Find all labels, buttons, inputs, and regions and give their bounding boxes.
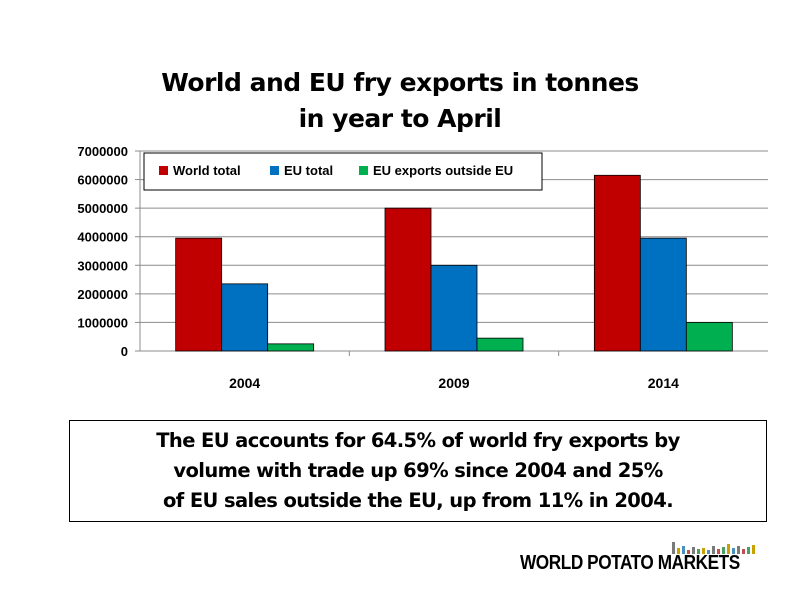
bar	[175, 237, 223, 352]
bar	[430, 264, 478, 352]
bar	[685, 322, 733, 352]
brand-logo: WORLD POTATO MARKETS	[520, 540, 770, 580]
bar	[593, 174, 641, 352]
summary-note-box: The EU accounts for 64.5% of world fry e…	[69, 420, 767, 522]
legend-swatch	[270, 166, 279, 175]
legend-swatch	[359, 166, 368, 175]
y-tick-label: 7000000	[77, 144, 128, 159]
chart-title-line1: World and EU fry exports in tonnes	[161, 68, 639, 97]
summary-note-line3: of EU sales outside the EU, up from 11% …	[162, 489, 674, 512]
bar	[639, 237, 687, 352]
y-tick-label: 4000000	[77, 230, 128, 245]
legend-label: EU exports outside EU	[373, 163, 513, 178]
y-tick-label: 5000000	[77, 201, 128, 216]
bar	[476, 337, 524, 352]
bar	[267, 343, 315, 352]
summary-note-line2: volume with trade up 69% since 2004 and …	[173, 459, 663, 482]
x-tick-label: 2004	[229, 375, 260, 391]
y-tick-label: 2000000	[77, 287, 128, 302]
bar-chart-logo-icon	[672, 542, 755, 554]
y-tick-label: 1000000	[77, 315, 128, 330]
y-tick-label: 0	[121, 344, 128, 359]
legend-label: World total	[173, 163, 241, 178]
legend-swatch	[159, 166, 168, 175]
y-tick-label: 6000000	[77, 173, 128, 188]
chart-title-line2: in year to April	[298, 104, 502, 133]
bar	[384, 207, 432, 352]
legend-box	[143, 152, 543, 191]
legend-label: EU total	[284, 163, 333, 178]
x-tick-label: 2009	[438, 375, 469, 391]
bar-chart: 0 1000000 2000000 3000000 4000000 5000000 6000…	[77, 144, 768, 391]
summary-note-line1: The EU accounts for 64.5% of world fry e…	[156, 429, 680, 452]
y-tick-label: 3000000	[77, 258, 128, 273]
brand-name: WORLD POTATO MARKETS	[520, 552, 740, 574]
x-tick-label: 2014	[648, 375, 679, 391]
bar	[221, 283, 269, 352]
